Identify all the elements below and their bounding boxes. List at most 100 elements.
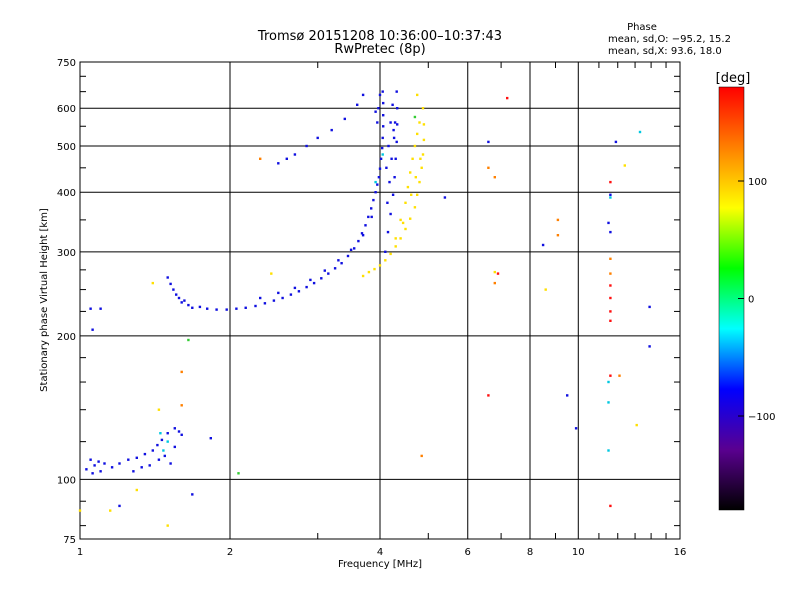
data-point bbox=[78, 509, 82, 512]
data-point bbox=[443, 196, 447, 199]
data-point bbox=[396, 107, 399, 110]
data-point bbox=[277, 291, 280, 295]
data-point bbox=[395, 140, 398, 144]
data-point bbox=[609, 374, 612, 377]
data-point bbox=[614, 140, 618, 144]
data-point bbox=[372, 198, 375, 202]
y-tick-label: 75 bbox=[63, 535, 76, 546]
colorbar-tick-label: 100 bbox=[748, 177, 767, 188]
data-point bbox=[422, 123, 426, 126]
data-point bbox=[172, 288, 175, 291]
phase-stats-x: mean, sd,X: 93.6, 18.0 bbox=[608, 46, 722, 57]
data-point bbox=[169, 282, 172, 286]
grid-lines bbox=[80, 62, 680, 539]
data-point bbox=[254, 304, 257, 308]
data-point bbox=[166, 524, 169, 527]
data-point bbox=[180, 433, 183, 436]
data-point bbox=[607, 380, 610, 384]
data-point bbox=[389, 121, 392, 124]
data-point bbox=[99, 470, 102, 473]
data-point bbox=[373, 267, 376, 271]
data-point bbox=[411, 157, 414, 160]
data-point bbox=[367, 270, 371, 274]
data-point bbox=[609, 180, 612, 184]
data-point bbox=[390, 157, 393, 160]
y-tick-label: 100 bbox=[57, 475, 76, 486]
data-point bbox=[159, 432, 162, 435]
data-point bbox=[416, 93, 419, 97]
data-point bbox=[289, 293, 293, 296]
data-point bbox=[506, 96, 509, 100]
data-point bbox=[566, 394, 569, 397]
data-point bbox=[118, 504, 121, 508]
data-point bbox=[422, 138, 426, 142]
data-point bbox=[609, 230, 612, 234]
data-point bbox=[151, 281, 154, 285]
data-point bbox=[493, 281, 496, 285]
data-point bbox=[173, 427, 176, 430]
data-point bbox=[85, 468, 88, 471]
data-point bbox=[163, 454, 166, 458]
data-point bbox=[493, 176, 496, 179]
data-point bbox=[187, 303, 190, 307]
data-point bbox=[177, 430, 181, 433]
data-point bbox=[496, 272, 500, 275]
data-point bbox=[175, 293, 178, 296]
data-point bbox=[379, 157, 383, 160]
x-tick-label: 4 bbox=[377, 547, 383, 558]
data-point bbox=[346, 254, 350, 258]
data-point bbox=[157, 408, 161, 411]
data-point bbox=[320, 277, 323, 280]
y-tick-label: 400 bbox=[57, 188, 76, 199]
data-point bbox=[293, 286, 297, 290]
data-point bbox=[609, 284, 612, 287]
data-point bbox=[409, 171, 412, 174]
data-point bbox=[413, 206, 417, 209]
data-point bbox=[180, 301, 183, 304]
data-point bbox=[333, 267, 337, 270]
colorbar-ticks: 100 0 −100 bbox=[718, 86, 775, 511]
data-point bbox=[609, 196, 612, 199]
data-point bbox=[187, 338, 190, 342]
data-point bbox=[609, 319, 612, 322]
x-tick-label: 16 bbox=[674, 547, 687, 558]
data-point bbox=[413, 115, 417, 119]
data-point bbox=[609, 193, 612, 196]
data-point bbox=[89, 458, 92, 461]
data-point bbox=[166, 440, 169, 443]
x-tick-label: 1 bbox=[77, 547, 83, 558]
data-point bbox=[151, 449, 154, 452]
data-point bbox=[389, 252, 392, 256]
data-point bbox=[166, 432, 169, 435]
data-points bbox=[78, 90, 651, 527]
data-point bbox=[225, 308, 228, 311]
data-point bbox=[206, 307, 209, 310]
data-point bbox=[173, 445, 176, 449]
data-point bbox=[376, 183, 379, 186]
data-point bbox=[370, 207, 373, 210]
data-point bbox=[169, 462, 172, 465]
data-point bbox=[281, 296, 284, 300]
data-point bbox=[418, 180, 421, 184]
data-point bbox=[293, 153, 297, 156]
data-point bbox=[198, 305, 202, 309]
data-point bbox=[99, 307, 102, 310]
data-point bbox=[394, 237, 397, 240]
data-point bbox=[384, 259, 387, 262]
data-point bbox=[177, 296, 181, 300]
data-point bbox=[381, 153, 384, 156]
data-point bbox=[277, 162, 280, 165]
data-point bbox=[396, 123, 399, 126]
data-point bbox=[394, 157, 397, 160]
data-point bbox=[635, 423, 638, 427]
data-point bbox=[237, 472, 240, 475]
data-point bbox=[209, 437, 212, 440]
data-point bbox=[648, 305, 651, 309]
y-tick-label: 300 bbox=[57, 248, 76, 259]
data-point bbox=[127, 458, 130, 461]
data-point bbox=[421, 153, 425, 156]
data-point bbox=[330, 128, 333, 132]
data-point bbox=[493, 270, 496, 274]
axis-ticks: 1 2 4 6 8 10 16 75 100 200 300 400 500 600 750 bbox=[57, 58, 686, 558]
data-point bbox=[305, 144, 308, 148]
